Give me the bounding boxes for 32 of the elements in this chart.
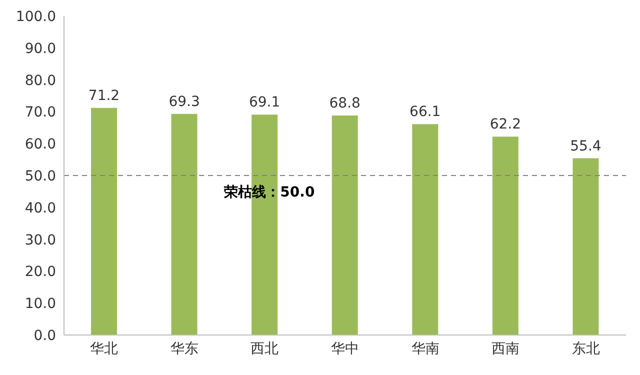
y-tick-label: 50.0	[24, 168, 56, 184]
y-tick-label: 100.0	[16, 8, 56, 25]
data-label: 69.1	[248, 94, 280, 111]
y-tick-label: 40.0	[24, 200, 56, 216]
bar	[572, 158, 599, 335]
bar	[171, 114, 198, 335]
bar	[252, 114, 278, 335]
data-label: 62.2	[490, 116, 522, 133]
x-tick-label: 华北	[90, 340, 118, 357]
data-label: 66.1	[410, 104, 441, 120]
bar	[412, 124, 438, 335]
data-label: 71.2	[88, 88, 120, 104]
y-tick-label: 70.0	[24, 104, 56, 121]
data-label: 68.8	[329, 96, 360, 112]
x-tick-label: 华南	[411, 340, 440, 357]
y-tick-label: 80.0	[24, 72, 56, 89]
y-tick-label: 30.0	[24, 232, 56, 248]
x-tick-label: 西北	[250, 340, 279, 357]
bar	[492, 136, 518, 335]
x-tick-label: 西南	[492, 340, 520, 357]
x-tick-label: 华东	[170, 340, 198, 357]
y-tick-label: 60.0	[24, 136, 56, 153]
bar	[91, 108, 117, 335]
y-tick-label: 10.0	[24, 296, 56, 312]
data-label: 55.4	[570, 138, 602, 154]
y-tick-label: 0.0	[34, 328, 56, 344]
x-tick-label: 东北	[572, 340, 600, 357]
y-tick-label: 20.0	[24, 264, 56, 280]
x-tick-label: 华中	[331, 340, 359, 357]
data-label: 69.3	[168, 94, 200, 110]
y-tick-label: 90.0	[24, 40, 56, 57]
bar	[332, 116, 358, 335]
